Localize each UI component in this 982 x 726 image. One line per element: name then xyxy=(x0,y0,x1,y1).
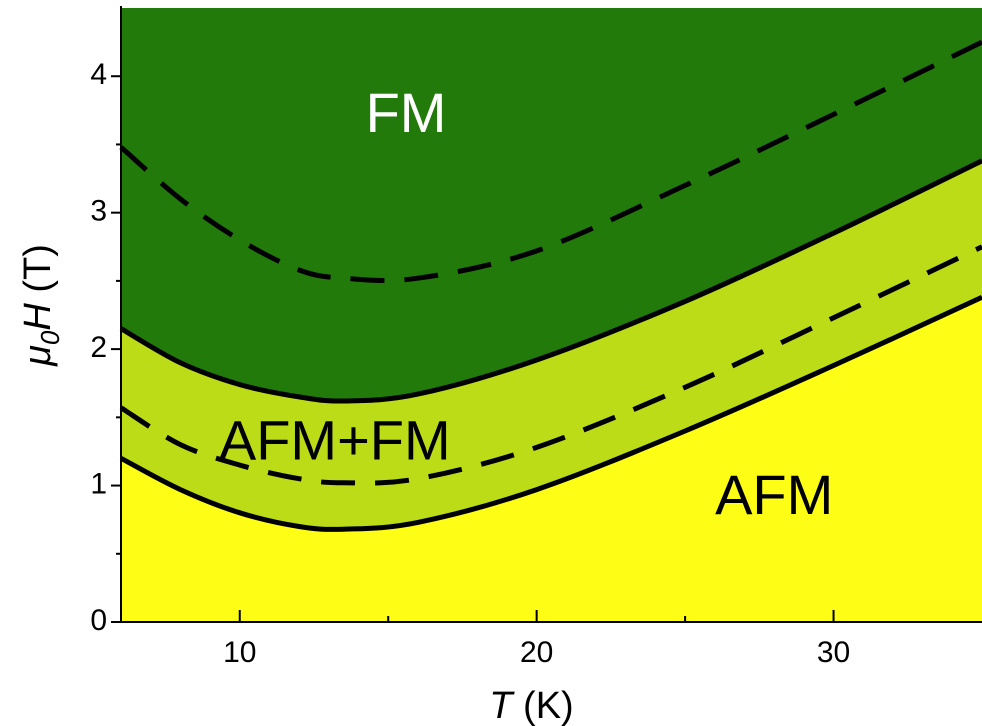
y-tick-label: 4 xyxy=(90,58,107,91)
y-axis-prefix: μ xyxy=(17,345,59,367)
x-tick-label: 10 xyxy=(223,636,256,669)
region-label-afm-fm: AFM+FM xyxy=(219,408,451,471)
y-tick-label: 2 xyxy=(90,331,107,364)
solid-boundary-1 xyxy=(119,295,982,532)
x-axis-unit: (K) xyxy=(513,685,574,726)
y-tick-label: 1 xyxy=(90,467,107,500)
axes: 10 20 30 0 1 2 3 4 xyxy=(90,6,982,669)
y-axis-unit: (T) xyxy=(17,244,59,303)
region-label-afm: AFM xyxy=(715,463,833,526)
region-fills xyxy=(121,8,982,623)
x-tick-label: 20 xyxy=(520,636,553,669)
axis-titles: T (K)μ0H (T) xyxy=(17,244,574,726)
y-axis-symbol: H xyxy=(17,303,59,331)
y-axis-title: μ0H (T) xyxy=(17,244,65,367)
x-axis-symbol: T xyxy=(489,685,515,726)
region-label-fm: FM xyxy=(366,81,447,144)
region-afm xyxy=(121,297,982,622)
y-tick-label: 3 xyxy=(90,195,107,228)
solid-boundary-0 xyxy=(119,158,982,404)
dashed-boundary-2 xyxy=(119,39,982,283)
phase-boundaries xyxy=(119,39,982,532)
x-tick-label: 30 xyxy=(817,636,850,669)
y-tick-label: 0 xyxy=(90,604,107,637)
dashed-boundary-3 xyxy=(119,244,982,486)
x-axis-title: T (K) xyxy=(489,685,573,726)
region-labels: FM AFM+FM AFM xyxy=(219,81,833,526)
y-axis-subscript: 0 xyxy=(35,330,65,345)
